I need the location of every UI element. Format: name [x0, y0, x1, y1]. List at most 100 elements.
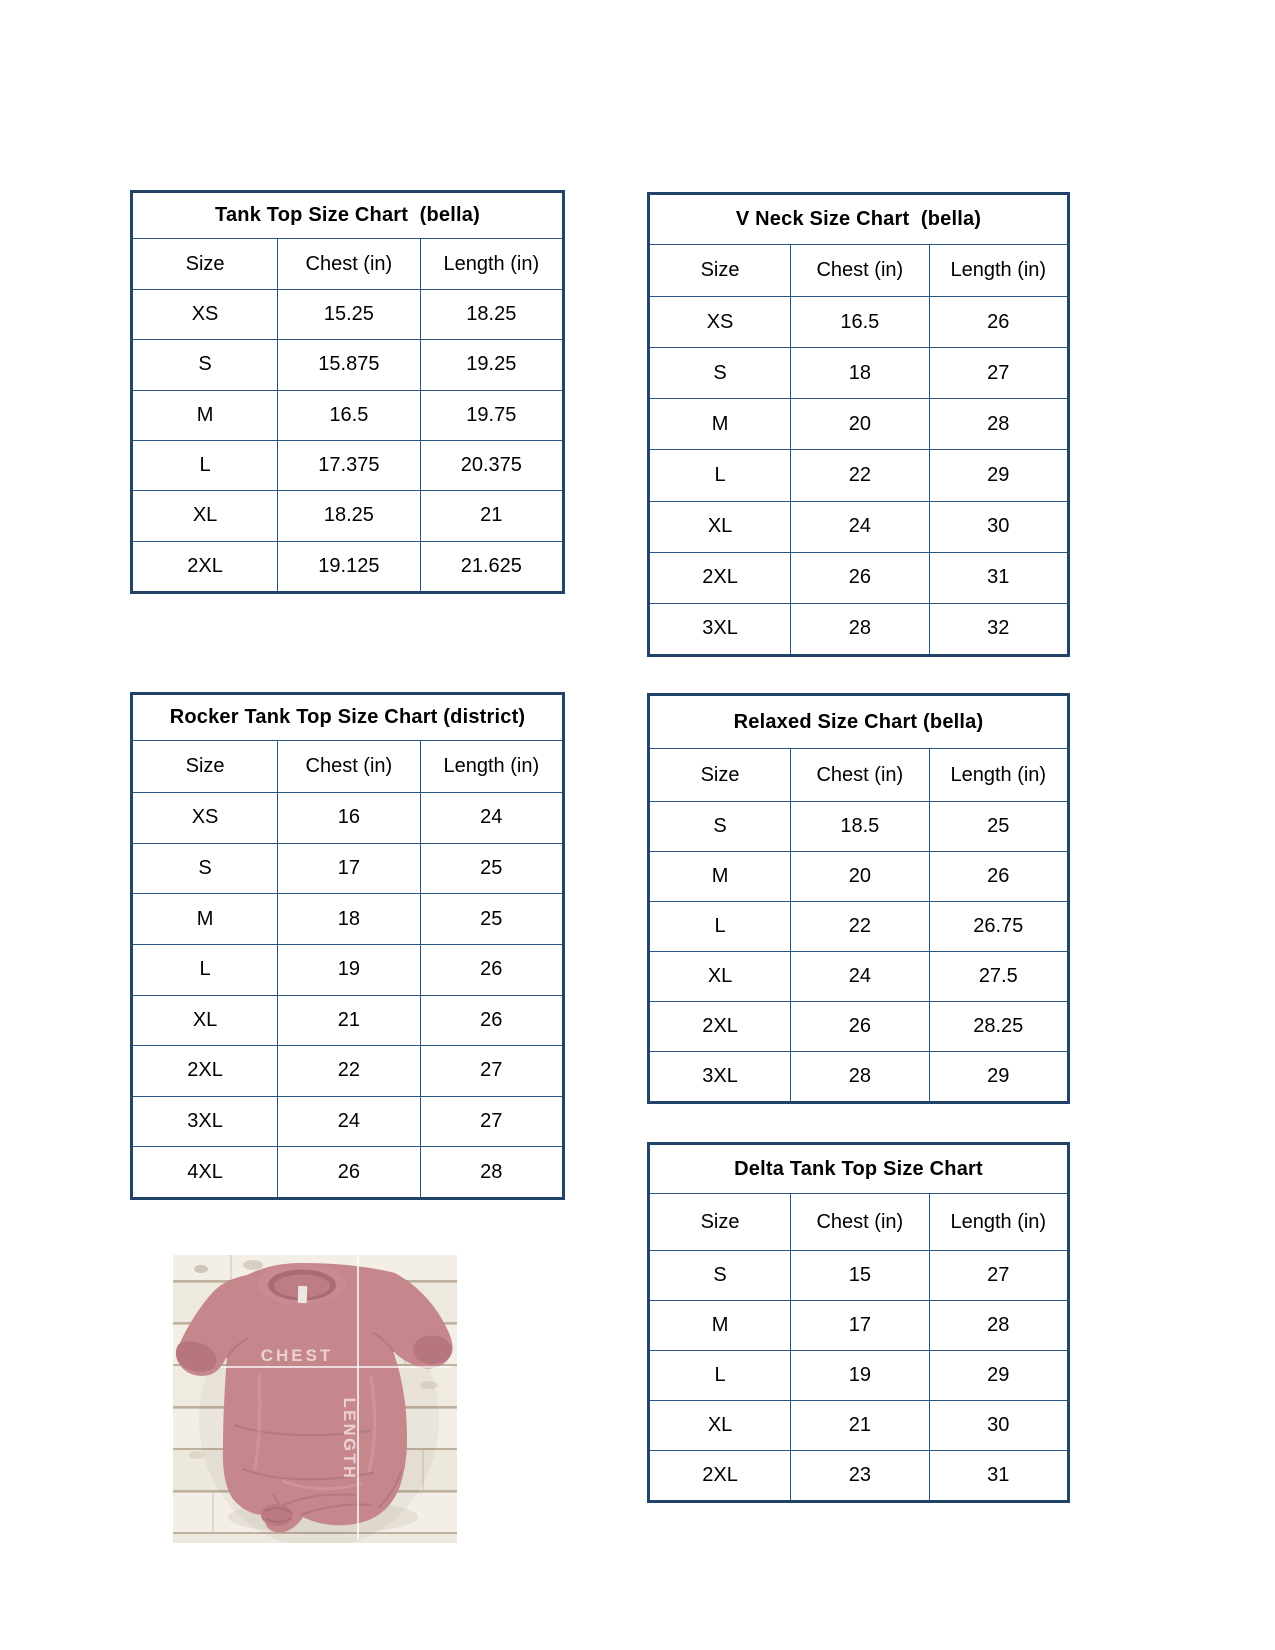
size-cell: 4XL: [187, 1160, 223, 1183]
length-cell: 28: [928, 1301, 1067, 1350]
size-cell: XL: [707, 515, 733, 538]
table-row: 4XL 26 28: [133, 1146, 562, 1197]
chest-cell: 16.5: [277, 390, 419, 440]
table-row: S 18 27: [650, 347, 1067, 399]
table-row: S 17 25: [133, 842, 562, 894]
chest-cell: 28: [790, 603, 928, 654]
table-tank-top-bella: Tank Top Size Chart (bella) Size Chest (in…: [130, 190, 565, 594]
length-cell: 19.75: [419, 390, 562, 440]
length-cell: 31: [928, 552, 1067, 603]
table-row: 2XL 22 27: [133, 1045, 562, 1096]
length-cell: 24: [419, 793, 562, 843]
table-row: L 22 26.75: [650, 901, 1067, 951]
column-header-length: Length (in): [928, 1194, 1067, 1250]
size-cell: XS: [191, 303, 219, 326]
size-cell: L: [714, 915, 726, 937]
table-row: L 19 26: [133, 943, 562, 995]
table-row: XL 21 30: [650, 1400, 1067, 1450]
column-header-size: Size: [185, 755, 225, 777]
column-header-length: Length (in): [419, 239, 562, 289]
table-row: XL 24 27.5: [650, 951, 1067, 1001]
length-label: LENGTH: [340, 1398, 358, 1481]
table-row: M 20 28: [650, 398, 1067, 450]
table-row: M 18 25: [133, 893, 562, 944]
length-cell: 27: [419, 1096, 562, 1147]
size-cell: L: [199, 958, 211, 981]
length-cell: 29: [928, 1052, 1067, 1101]
size-cell: 2XL: [702, 566, 738, 589]
table-header-row: Size Chest (in) Length (in): [650, 1193, 1067, 1250]
size-cell: L: [714, 463, 726, 486]
length-cell: 29: [928, 450, 1067, 501]
chest-cell: 17: [790, 1301, 928, 1350]
size-cell: XL: [707, 1414, 733, 1436]
size-cell: M: [711, 865, 729, 887]
table-row: 2XL 26 31: [650, 551, 1067, 603]
table-row: XS 15.25 18.25: [133, 289, 562, 340]
chest-cell: 19: [790, 1351, 928, 1400]
table-header-row: Size Chest (in) Length (in): [650, 748, 1067, 801]
table-row: 2XL 26 28.25: [650, 1001, 1067, 1051]
chest-cell: 22: [790, 450, 928, 501]
chest-cell: 19: [277, 944, 419, 995]
length-cell: 18.25: [419, 290, 562, 340]
length-cell: 26: [419, 995, 562, 1046]
chest-cell: 15: [790, 1251, 928, 1300]
table-row: M 20 26: [650, 851, 1067, 901]
length-cell: 32: [928, 603, 1067, 654]
tshirt-measurement-photo: CHEST LENGTH: [173, 1255, 457, 1543]
chest-cell: 16.5: [790, 297, 928, 348]
table-rocker-tank-top-district: Rocker Tank Top Size Chart (district) Siz…: [130, 692, 565, 1200]
chest-cell: 19.125: [277, 541, 419, 591]
chest-cell: 17: [277, 843, 419, 894]
table-row: 2XL 23 31: [650, 1450, 1067, 1500]
table-row: 3XL 28 29: [650, 1051, 1067, 1101]
table-title-relaxed-bella: Relaxed Size Chart (bella): [733, 710, 984, 733]
length-cell: 28: [928, 399, 1067, 450]
column-header-size: Size: [700, 1210, 740, 1233]
table-row: L 17.375 20.375: [133, 439, 562, 491]
chest-cell: 18: [277, 894, 419, 944]
chest-cell: 26: [790, 1002, 928, 1051]
table-delta-tank-top: Delta Tank Top Size Chart Size Chest (in) L…: [647, 1142, 1070, 1503]
table-row: 2XL 19.125 21.625: [133, 540, 562, 591]
chest-cell: 20: [790, 399, 928, 450]
measurement-overlay: CHEST LENGTH: [221, 1257, 451, 1540]
table-row: S 15 27: [650, 1250, 1067, 1300]
length-cell: 28.25: [928, 1002, 1067, 1051]
column-header-chest: Chest (in): [277, 239, 419, 289]
table-header-row: Size Chest (in) Length (in): [133, 740, 562, 792]
size-cell: 3XL: [702, 1065, 738, 1087]
table-row: 3XL 28 32: [650, 602, 1067, 654]
size-cell: S: [713, 815, 727, 837]
size-cell: 3XL: [187, 1110, 223, 1133]
table-row: L 19 29: [650, 1350, 1067, 1400]
table-row: M 16.5 19.75: [133, 389, 562, 440]
size-cell: S: [198, 856, 212, 879]
table-row: M 17 28: [650, 1300, 1067, 1350]
table-row: XS 16.5 26: [650, 296, 1067, 348]
chest-cell: 21: [790, 1401, 928, 1450]
chest-cell: 23: [790, 1451, 928, 1500]
length-cell: 21.625: [419, 541, 562, 591]
table-title-tank-top-bella: Tank Top Size Chart (bella): [215, 204, 480, 226]
size-cell: M: [711, 1314, 729, 1336]
column-header-length: Length (in): [419, 741, 562, 792]
chest-cell: 16: [277, 793, 419, 843]
size-cell: L: [199, 454, 211, 477]
size-cell: S: [713, 361, 727, 384]
chest-cell: 26: [790, 552, 928, 603]
table-row: XL 18.25 21: [133, 490, 562, 541]
size-cell: 2XL: [187, 554, 223, 577]
chest-cell: 28: [790, 1052, 928, 1101]
chest-cell: 15.875: [277, 340, 419, 390]
chest-label: CHEST: [261, 1346, 334, 1365]
chest-cell: 24: [277, 1096, 419, 1147]
length-cell: 21: [419, 491, 562, 541]
size-cell: M: [711, 412, 729, 435]
chest-cell: 24: [790, 501, 928, 552]
table-row: 3XL 24 27: [133, 1095, 562, 1147]
column-header-size: Size: [700, 763, 740, 786]
length-cell: 25: [419, 894, 562, 944]
table-row: S 15.875 19.25: [133, 339, 562, 390]
